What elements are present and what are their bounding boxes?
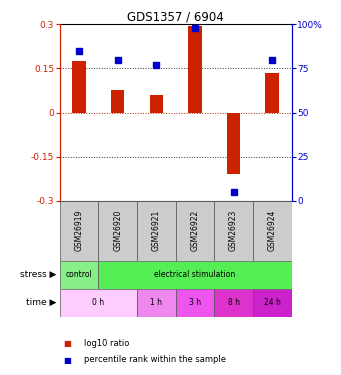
Text: electrical stimulation: electrical stimulation [154, 270, 236, 279]
Text: ■: ■ [63, 339, 71, 348]
Text: GSM26920: GSM26920 [113, 210, 122, 251]
Text: log10 ratio: log10 ratio [84, 339, 129, 348]
Text: 1 h: 1 h [150, 298, 162, 307]
Bar [98, 201, 137, 261]
Bar [214, 201, 253, 261]
Bar [60, 201, 98, 261]
Text: 0 h: 0 h [92, 298, 104, 307]
Text: GSM26922: GSM26922 [190, 210, 199, 251]
Bar [98, 261, 292, 289]
Bar [265, 73, 279, 112]
Bar [72, 61, 86, 112]
Text: 24 h: 24 h [264, 298, 281, 307]
Bar [149, 95, 163, 112]
Bar [227, 112, 240, 174]
Text: percentile rank within the sample: percentile rank within the sample [84, 356, 225, 364]
Text: GSM26923: GSM26923 [229, 210, 238, 251]
Text: GSM26919: GSM26919 [74, 210, 84, 251]
Bar [253, 289, 292, 317]
Bar [176, 289, 214, 317]
Text: 3 h: 3 h [189, 298, 201, 307]
Text: control: control [65, 270, 92, 279]
Text: GSM26921: GSM26921 [152, 210, 161, 251]
Title: GDS1357 / 6904: GDS1357 / 6904 [127, 10, 224, 23]
Bar [176, 201, 214, 261]
Bar [188, 26, 202, 112]
Text: stress ▶: stress ▶ [20, 270, 56, 279]
Text: time ▶: time ▶ [26, 298, 56, 307]
Bar [214, 289, 253, 317]
Text: 8 h: 8 h [227, 298, 240, 307]
Bar [111, 90, 124, 112]
Text: GSM26924: GSM26924 [268, 210, 277, 251]
Bar [60, 289, 137, 317]
Bar [60, 261, 98, 289]
Bar [137, 201, 176, 261]
Bar [137, 289, 176, 317]
Bar [253, 201, 292, 261]
Text: ■: ■ [63, 356, 71, 364]
